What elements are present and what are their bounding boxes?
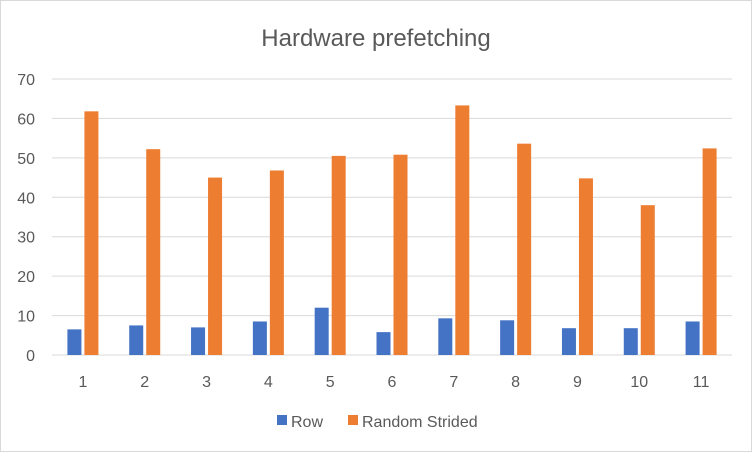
bar-row (376, 332, 391, 355)
y-tick-label: 0 (26, 348, 35, 365)
bar-row (252, 321, 267, 355)
bar-random-strided (393, 154, 408, 355)
y-tick-label: 50 (17, 151, 35, 168)
bar-random-strided (146, 149, 161, 355)
y-tick-label: 20 (17, 269, 35, 286)
x-tick-label: 5 (326, 374, 335, 391)
bar-row (561, 328, 576, 355)
x-axis-ticks: 1 2 3 4 5 6 7 8 9 10 11 (78, 374, 709, 391)
y-tick-label: 30 (17, 230, 35, 247)
bars (67, 105, 717, 356)
x-tick-label: 8 (511, 374, 520, 391)
legend-swatch (348, 415, 358, 425)
bar-row (129, 325, 144, 355)
bar-random-strided (84, 111, 99, 356)
x-tick-label: 4 (264, 374, 273, 391)
legend-label: Random Strided (362, 414, 478, 431)
y-tick-label: 10 (17, 309, 35, 326)
legend: Row Random Strided (277, 414, 478, 431)
bar-random-strided (517, 143, 532, 355)
bar-row (314, 307, 329, 355)
bar-random-strided (208, 177, 223, 355)
bar-row (685, 321, 700, 355)
x-tick-label: 7 (449, 374, 458, 391)
bar-random-strided (331, 155, 346, 355)
x-tick-label: 2 (140, 374, 149, 391)
x-tick-label: 9 (573, 374, 582, 391)
bar-row (500, 320, 515, 355)
bar-row (191, 327, 206, 355)
bar-random-strided (640, 205, 655, 355)
x-tick-label: 6 (388, 374, 397, 391)
y-axis-ticks: 0 10 20 30 40 50 60 70 (17, 72, 35, 365)
x-tick-label: 3 (202, 374, 211, 391)
x-tick-label: 10 (630, 374, 648, 391)
bar-random-strided (702, 148, 717, 355)
bar-row (438, 318, 453, 355)
bar-random-strided (578, 178, 593, 355)
bar-random-strided (455, 105, 470, 355)
y-tick-label: 40 (17, 190, 35, 207)
chart-title: Hardware prefetching (261, 25, 490, 52)
gridlines (52, 78, 732, 356)
bar-row (67, 329, 82, 355)
legend-label: Row (291, 414, 323, 431)
bar-row (623, 328, 638, 355)
x-tick-label: 11 (693, 374, 710, 391)
y-tick-label: 70 (17, 72, 35, 89)
bar-random-strided (269, 170, 284, 355)
y-tick-label: 60 (17, 111, 35, 128)
x-tick-label: 1 (78, 374, 87, 391)
legend-swatch (277, 415, 287, 425)
